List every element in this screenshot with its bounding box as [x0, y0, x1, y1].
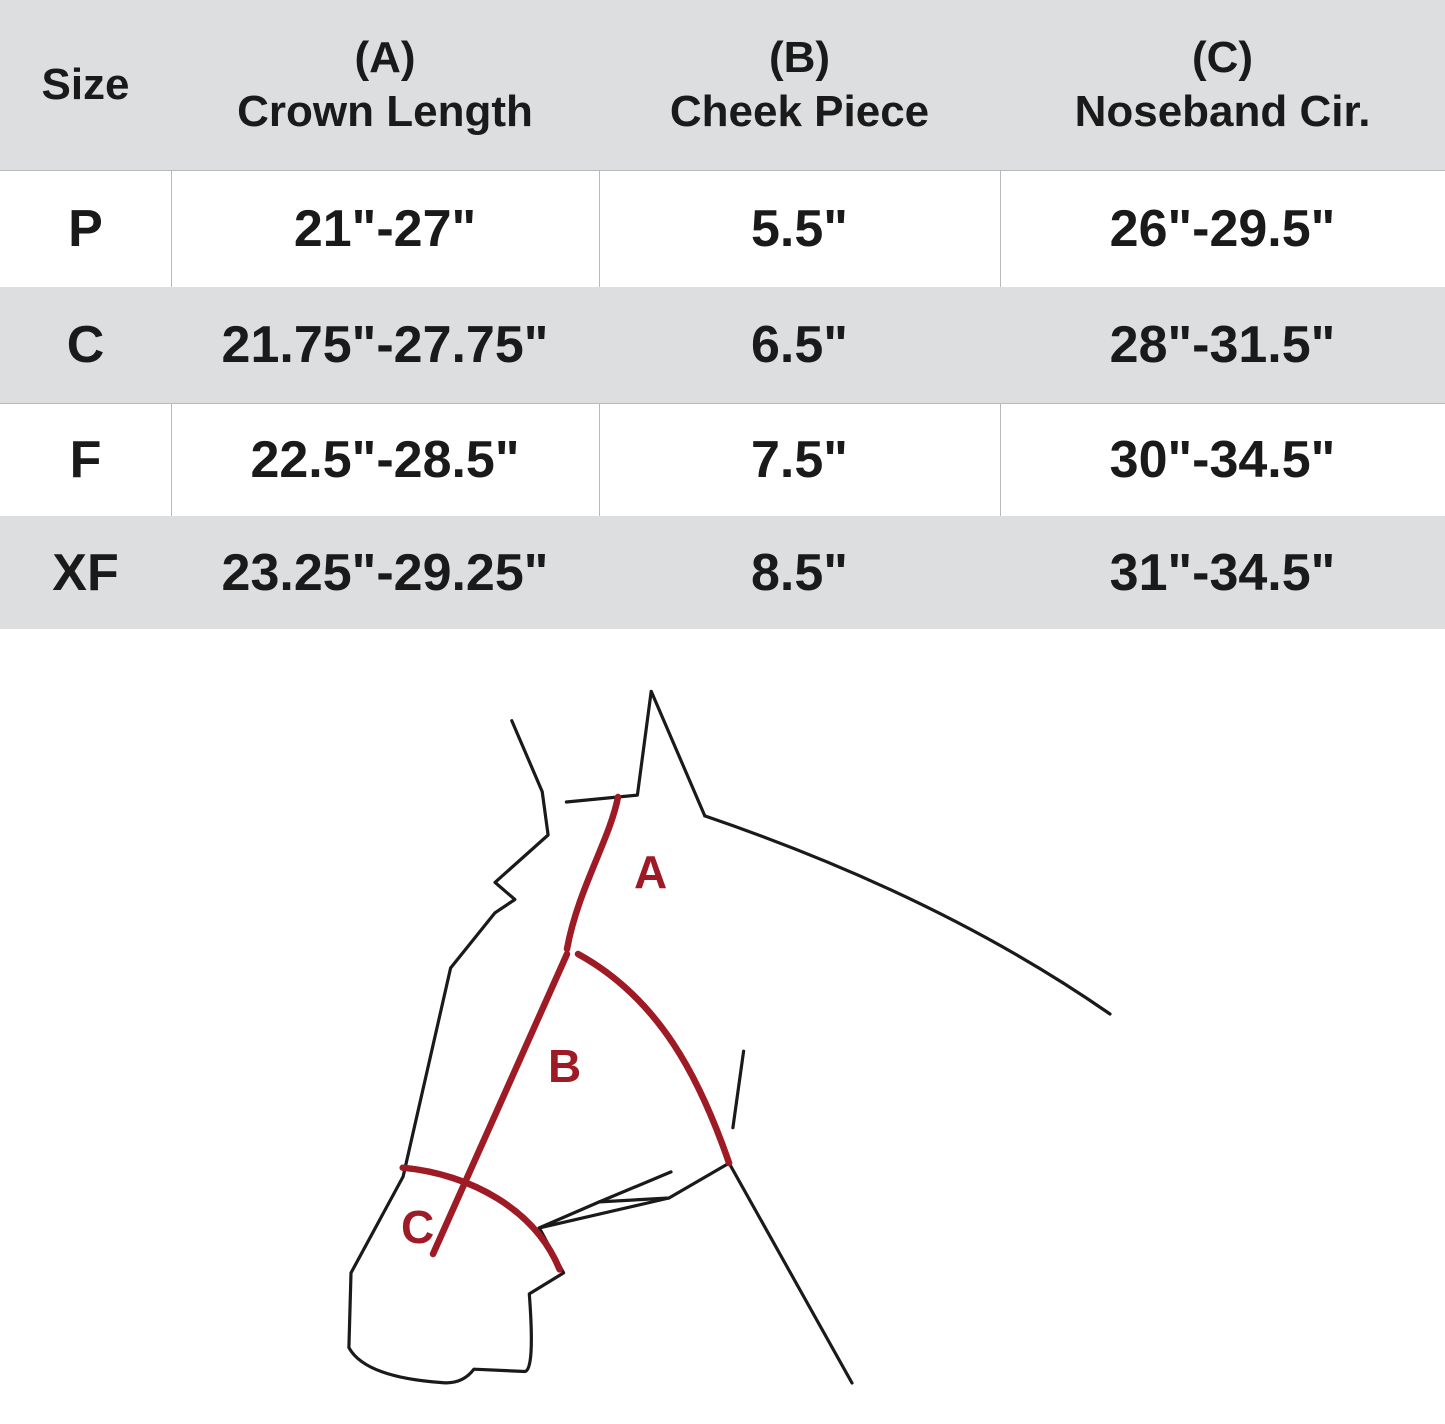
- svg-text:B: B: [548, 1040, 581, 1092]
- svg-text:A: A: [634, 846, 667, 898]
- svg-text:C: C: [401, 1201, 434, 1253]
